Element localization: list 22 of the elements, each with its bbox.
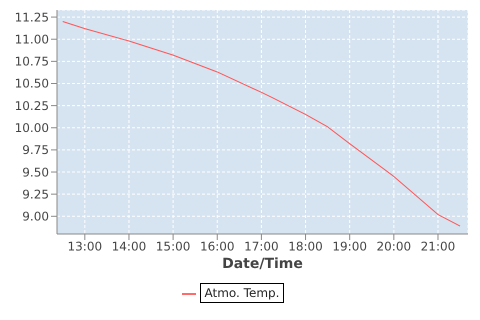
y-tick-label: 9.75 xyxy=(22,143,49,158)
x-tick-label: 17:00 xyxy=(244,240,279,254)
x-tick-label: 20:00 xyxy=(376,240,412,254)
y-tick-label: 10.00 xyxy=(14,121,49,136)
x-tick-label: 15:00 xyxy=(156,240,190,254)
y-tick-label: 11.25 xyxy=(14,10,49,24)
x-tick-label: 19:00 xyxy=(332,240,367,254)
x-tick-label: 16:00 xyxy=(200,240,235,254)
legend-label: Atmo. Temp. xyxy=(200,283,284,303)
y-tick-label: 9.25 xyxy=(22,187,49,202)
x-tick-label: 21:00 xyxy=(420,240,456,254)
line-series xyxy=(62,21,461,227)
x-tick-label: 13:00 xyxy=(68,240,102,254)
y-tick-label: 9.50 xyxy=(22,165,49,180)
x-tick-label: 18:00 xyxy=(288,240,323,254)
x-tick-label: 14:00 xyxy=(112,240,146,254)
y-tick-label: 10.75 xyxy=(14,54,49,69)
y-tick-label: 10.50 xyxy=(14,76,49,91)
y-tick-label: 11.00 xyxy=(14,32,49,46)
y-tick-label: 10.25 xyxy=(14,98,49,113)
x-axis-title: Date/Time xyxy=(222,256,303,272)
y-tick-label: 9.00 xyxy=(22,210,49,224)
